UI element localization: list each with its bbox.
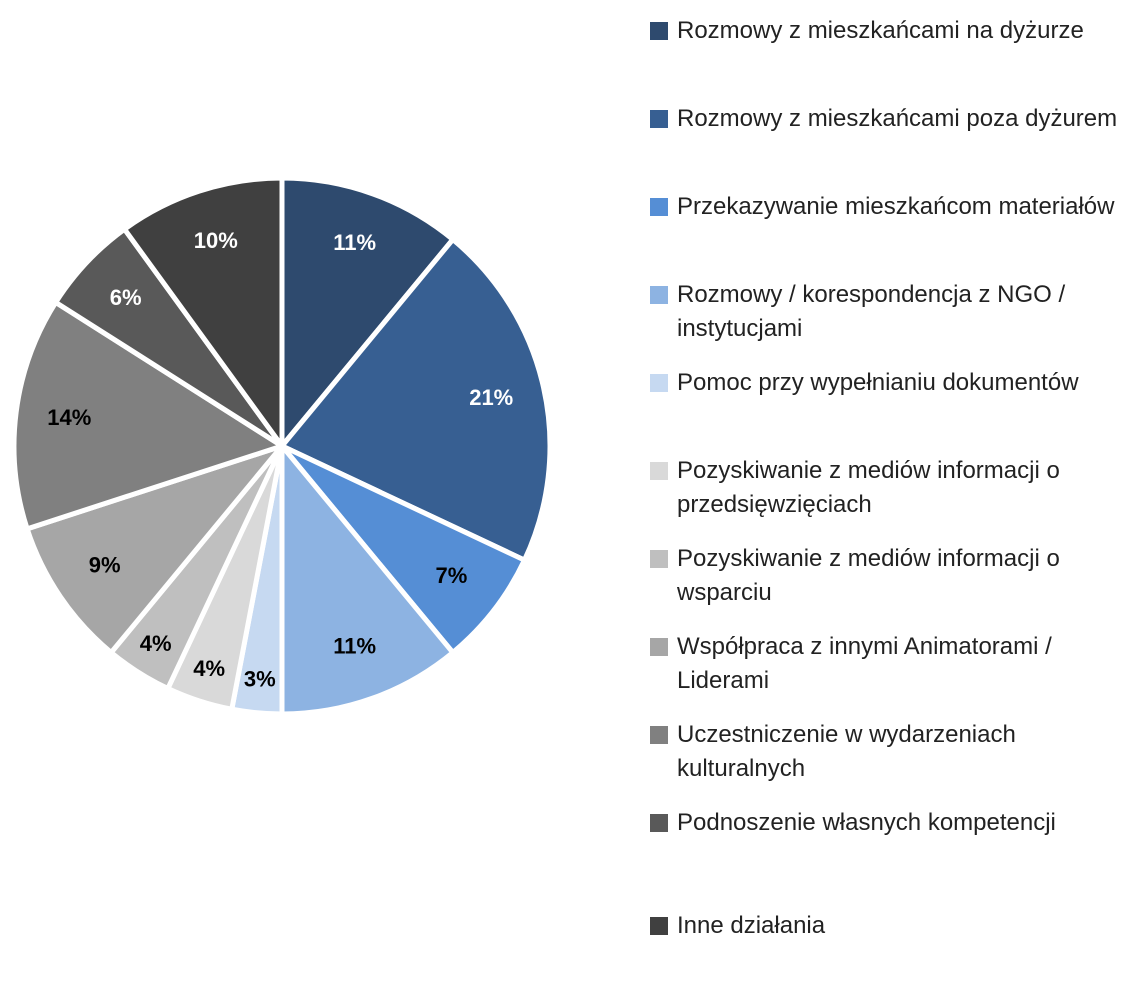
pie-slice [279,175,456,449]
legend-item: Uczestniczenie w wydarzeniach kulturalny… [650,718,1146,806]
page: {"chart_data": {"type": "pie", "categori… [11,17,1118,939]
pie-slice [11,299,285,532]
legend-item: Podnoszenie własnych kompetencji [650,806,1146,894]
data-label: 11% [333,230,376,255]
legend-swatch [650,726,668,744]
legend-item: Pozyskiwanie z mediów informacji o wspar… [650,542,1146,630]
legend-item: Inne działania [650,909,1146,997]
legend-item: Współpraca z innymi Animatorami / Lidera… [650,630,1146,718]
data-label: 6% [110,285,142,310]
data-label: 3% [244,667,276,692]
legend-label: Podnoszenie własnych kompetencji [677,809,1056,836]
legend-swatch [650,374,668,392]
legend-label: Rozmowy z mieszkańcami poza dyżurem [677,105,1118,132]
data-label: 21% [469,385,513,410]
legend-item: Rozmowy z mieszkańcami na dyżurze [650,14,1146,102]
data-label: 4% [193,656,225,681]
data-label: 10% [194,228,238,253]
legend-swatch [650,22,668,40]
data-label: 9% [89,552,121,577]
legend-label: Współpraca z innymi Animatorami / Lidera… [677,633,1052,694]
legend-swatch [650,462,668,480]
legend-swatch [650,638,668,656]
legend-label: Uczestniczenie w wydarzeniach kulturalny… [677,721,1016,782]
data-label: 14% [47,405,91,430]
legend-item: Pozyskiwanie z mediów informacji o przed… [650,454,1146,542]
legend-label: Pomoc przy wypełnianiu dokumentów [677,369,1079,396]
legend-label: Inne działania [677,912,826,939]
pie-slice [279,443,456,717]
legend-label: Pozyskiwanie z mediów informacji o przed… [677,457,1060,518]
legend-swatch [650,110,668,128]
data-label: 7% [436,563,468,588]
legend-swatch [650,286,668,304]
legend-label: Pozyskiwanie z mediów informacji o wspar… [677,545,1060,606]
legend-label: Rozmowy / korespondencja z NGO / instytu… [677,281,1066,342]
legend-item: Rozmowy z mieszkańcami poza dyżurem [650,102,1146,190]
data-label: 4% [140,631,172,656]
pie-slice [279,237,553,563]
pie-slice [24,443,285,655]
legend-item: Rozmowy / korespondencja z NGO / instytu… [650,278,1146,366]
legend-label: Rozmowy z mieszkańcami na dyżurze [677,17,1084,44]
legend-swatch [650,550,668,568]
pie-chart: 11% 21% 7% 11% 3% 4% 4% 9% 14% 6% 10% [11,175,553,717]
pie-slice [121,175,285,449]
legend: Rozmowy z mieszkańcami na dyżurze Rozmowy… [650,14,1146,997]
legend-item: Przekazywanie mieszkańcom materiałów [650,190,1146,278]
data-label: 11% [333,634,376,659]
legend-swatch [650,198,668,216]
legend-item: Pomoc przy wypełnianiu dokumentów [650,366,1146,454]
legend-label: Przekazywanie mieszkańcom materiałów [677,193,1115,220]
legend-swatch [650,814,668,832]
legend-swatch [650,917,668,935]
